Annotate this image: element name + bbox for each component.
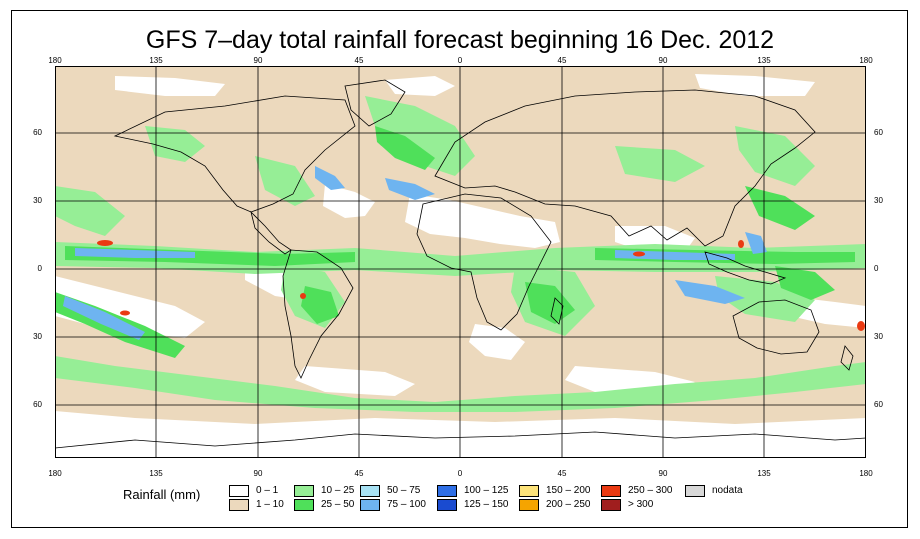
legend-label: 0 – 1: [256, 485, 279, 496]
legend-swatch: [601, 499, 621, 511]
lat-tick-left: 30: [33, 332, 42, 341]
lon-tick-bottom: 90: [253, 469, 263, 478]
australia-outline: [732, 299, 820, 355]
legend-swatch: [519, 499, 539, 511]
lon-tick-top: 45: [354, 56, 364, 65]
legend-swatch: [229, 485, 249, 497]
lat-tick-right: 60: [874, 400, 883, 409]
legend-label: 150 – 200: [546, 485, 591, 496]
legend-label: > 300: [628, 499, 654, 510]
legend-swatch: [601, 485, 621, 497]
lon-tick-top: 135: [757, 56, 771, 65]
southeast-asia-islands-outline: [704, 251, 787, 285]
legend-label: 125 – 150: [464, 499, 509, 510]
lon-tick-bottom: 45: [557, 469, 567, 478]
central-america-outline: [250, 210, 292, 255]
legend-label: 200 – 250: [546, 499, 591, 510]
lon-tick-bottom: 45: [354, 469, 364, 478]
lon-tick-top: 90: [658, 56, 668, 65]
legend-label: 1 – 10: [256, 499, 284, 510]
legend-label: 50 – 75: [387, 485, 421, 496]
lat-tick-right: 0: [874, 264, 879, 273]
lat-tick-right: 60: [874, 128, 883, 137]
continent-outlines: [55, 79, 866, 449]
legend-title: Rainfall (mm): [123, 487, 201, 502]
extreme-rain-hotspots: [97, 240, 865, 331]
north-america-outline: [113, 95, 356, 213]
map-border: [55, 66, 866, 458]
legend-swatch: [437, 499, 457, 511]
legend-swatch: [360, 499, 380, 511]
legend-label: 100 – 125: [464, 485, 509, 496]
lon-tick-bottom: 180: [48, 469, 62, 478]
rainfall-map: [55, 66, 866, 458]
lon-tick-top: 180: [859, 56, 873, 65]
legend-label: 10 – 25: [321, 485, 355, 496]
legend-swatch: [294, 499, 314, 511]
legend-swatch: [519, 485, 539, 497]
lat-tick-left: 30: [33, 196, 42, 205]
legend-label: nodata: [712, 485, 743, 496]
map-title: GFS 7–day total rainfall forecast beginn…: [145, 26, 775, 54]
africa-outline: [416, 193, 552, 331]
madagascar-outline: [550, 297, 564, 325]
lon-tick-top: 135: [149, 56, 163, 65]
lon-tick-top: 45: [557, 56, 567, 65]
lat-tick-left: 60: [33, 128, 42, 137]
very-heavy-rain-areas: [63, 166, 767, 340]
legend-swatch: [437, 485, 457, 497]
legend-swatch: [360, 485, 380, 497]
figure-frame: [11, 10, 908, 528]
lon-tick-bottom: 180: [859, 469, 873, 478]
lat-tick-left: 60: [33, 400, 42, 409]
lat-tick-right: 30: [874, 332, 883, 341]
lon-tick-bottom: 90: [658, 469, 668, 478]
lon-tick-top: 0: [457, 56, 463, 65]
antarctica-outline: [55, 431, 866, 449]
lon-tick-bottom: 135: [149, 469, 163, 478]
eurasia-outline: [434, 89, 816, 247]
graticule: [55, 66, 866, 458]
new-zealand-outline: [840, 345, 854, 371]
lon-tick-bottom: 135: [757, 469, 771, 478]
legend-swatch: [229, 499, 249, 511]
legend-swatch: [685, 485, 705, 497]
lon-tick-bottom: 0: [457, 469, 463, 478]
lon-tick-top: 90: [253, 56, 263, 65]
lat-tick-left: 0: [37, 264, 42, 273]
legend-label: 75 – 100: [387, 499, 426, 510]
lon-tick-top: 180: [48, 56, 62, 65]
legend-label: 250 – 300: [628, 485, 673, 496]
legend-swatch: [294, 485, 314, 497]
lat-tick-right: 30: [874, 196, 883, 205]
legend-label: 25 – 50: [321, 499, 355, 510]
greenland-outline: [344, 79, 406, 127]
south-america-outline: [282, 249, 354, 379]
